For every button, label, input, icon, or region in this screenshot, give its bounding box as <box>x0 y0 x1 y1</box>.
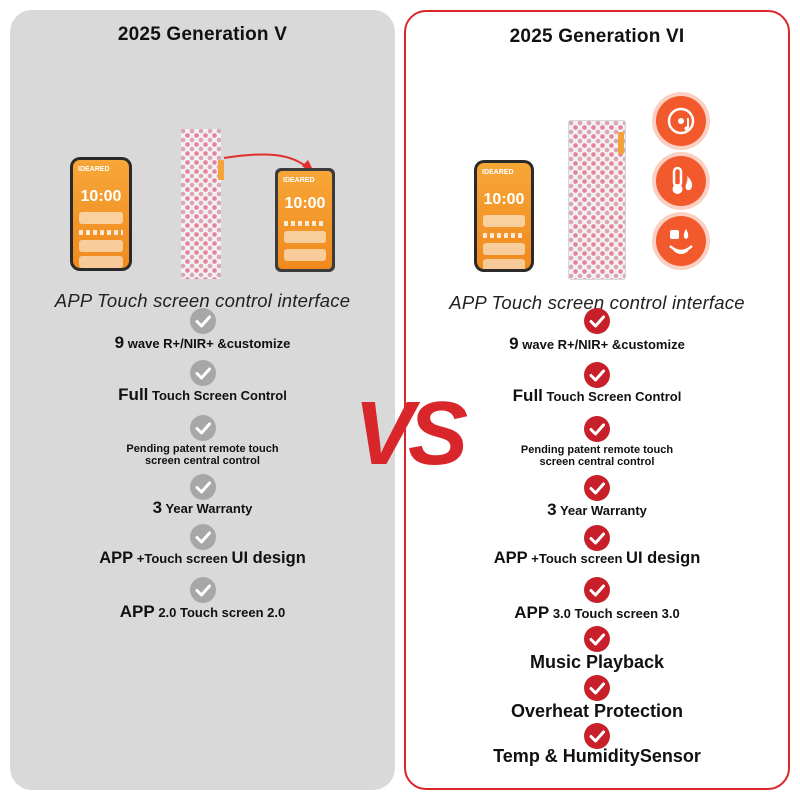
generation-vi-panel: 2025 Generation VI IDEARED 10:00 APP Tou… <box>404 10 790 790</box>
phone-logo: IDEARED <box>78 166 110 173</box>
phone-time: 10:00 <box>483 191 525 208</box>
feature-ui-design: APP +Touch screen UI design <box>493 549 701 567</box>
feature-warranty: 3 Year Warranty <box>152 498 253 517</box>
check-icon <box>584 577 610 603</box>
feature-touch-control: Full Touch Screen Control <box>118 385 287 404</box>
check-icon <box>584 475 610 501</box>
feature-wave: 9 wave R+/NIR+ &customize <box>509 334 685 353</box>
feature-warranty: 3 Year Warranty <box>547 500 647 519</box>
check-icon <box>584 723 610 749</box>
check-icon <box>189 524 216 550</box>
check-icon <box>584 626 610 652</box>
feature-app-version: APP 3.0 Touch screen 3.0 <box>514 603 680 622</box>
tablet-time: 10:00 <box>284 195 326 212</box>
feature-wave: 9 wave R+/NIR+ &customize <box>114 333 291 352</box>
check-icon <box>584 362 610 388</box>
feature-remote-touch: Pending patent remote touch screen centra… <box>126 443 279 467</box>
tablet-logo: IDEARED <box>283 177 315 184</box>
red-light-panel-image <box>568 120 626 280</box>
humidity-sensor-icon <box>656 216 706 266</box>
check-icon <box>584 525 610 551</box>
feature-temp-humidity-sensor: Temp & HumiditySensor <box>493 746 701 766</box>
phone-logo: IDEARED <box>482 169 514 176</box>
feature-remote-touch: Pending patent remote touch screen centra… <box>520 444 674 468</box>
phone-app-image: IDEARED 10:00 <box>474 160 534 272</box>
phone-app-image: IDEARED 10:00 <box>70 157 132 271</box>
vs-graphic: VS <box>354 386 474 478</box>
check-icon <box>584 416 610 442</box>
music-icon <box>656 96 706 146</box>
feature-ui-design: APP +Touch screen UI design <box>99 549 306 567</box>
feature-overheat-protection: Overheat Protection <box>510 701 684 721</box>
check-icon <box>189 308 216 334</box>
check-icon <box>584 675 610 701</box>
panel-title-gen-v: 2025 Generation V <box>117 24 288 45</box>
check-icon <box>189 474 216 500</box>
tablet-controller-image: IDEARED 10:00 <box>275 168 335 272</box>
vs-text: VS <box>354 386 468 478</box>
generation-v-panel: 2025 Generation V IDEARED 10:00 IDEARED … <box>10 10 395 790</box>
feature-music-playback: Music Playback <box>529 652 665 672</box>
check-icon <box>189 577 216 603</box>
check-icon <box>584 308 610 334</box>
feature-app-version: APP 2.0 Touch screen 2.0 <box>119 602 286 621</box>
feature-touch-control: Full Touch Screen Control <box>512 386 682 405</box>
caption-gen-v: APP Touch screen control interface <box>54 290 351 311</box>
check-icon <box>189 360 216 386</box>
caption-gen-vi: APP Touch screen control interface <box>449 292 745 313</box>
check-icon <box>189 415 216 441</box>
panel-title-gen-vi: 2025 Generation VI <box>509 26 685 47</box>
red-light-panel-image <box>180 128 222 280</box>
temperature-icon <box>656 156 706 206</box>
phone-time: 10:00 <box>80 188 122 205</box>
